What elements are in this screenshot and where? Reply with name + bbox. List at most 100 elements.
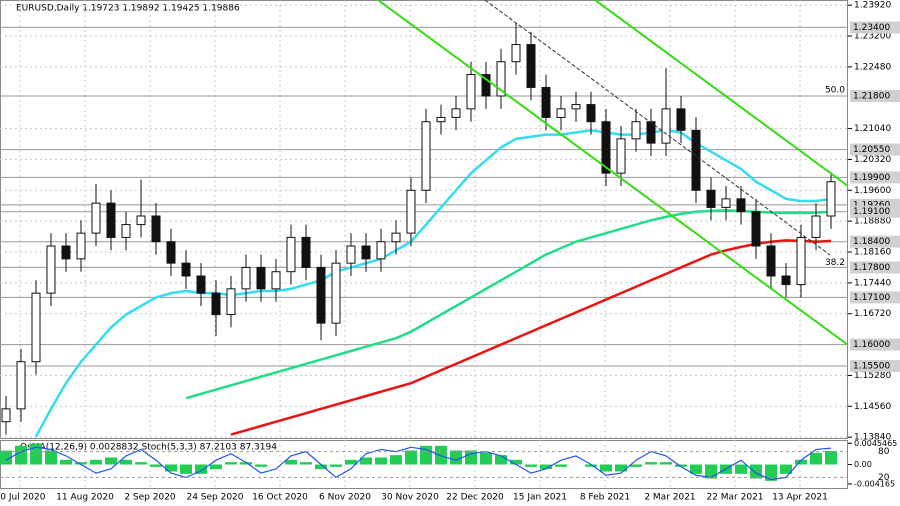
candle-body [121, 224, 131, 238]
osma-bar [780, 464, 792, 474]
osma-bar [645, 462, 657, 465]
moving-average [185, 209, 832, 400]
channel-mid [484, 0, 831, 256]
y-tick-label: 1.19600 [854, 186, 891, 196]
osma-bar [825, 450, 837, 465]
osma-bar [30, 443, 42, 465]
candle-body [331, 262, 341, 324]
x-tick-label: 13 Apr 2021 [772, 493, 828, 503]
osma-bar [750, 464, 762, 479]
osma-bar [525, 464, 537, 467]
osma-bar [435, 445, 447, 465]
candle-body [76, 232, 86, 260]
candle-body [241, 266, 251, 290]
candle-body [1, 408, 11, 423]
y-tick-label: 1.15280 [854, 371, 891, 381]
candle-body [571, 104, 581, 110]
x-tick-label: 16 Oct 2020 [252, 493, 308, 503]
osma-bar [735, 464, 747, 474]
level-label: 1.19900 [853, 173, 890, 183]
osma-bar [660, 462, 672, 465]
osma-bar [540, 464, 552, 470]
level-label: 1.15500 [853, 362, 890, 372]
osma-bar [105, 457, 117, 465]
osc-tick-label: -0.004165 [854, 479, 895, 488]
x-tick-label: 11 Aug 2020 [56, 493, 114, 503]
osc-tick-label: 0.00 [854, 460, 872, 469]
candle-body [751, 211, 761, 247]
y-tick-label: 1.18880 [854, 217, 891, 227]
osma-bar [690, 464, 702, 474]
osma-bar [300, 462, 312, 465]
y-tick-label: 1.16720 [854, 309, 891, 319]
osma-bar [45, 450, 57, 465]
candle-body [271, 271, 281, 290]
candle-body [811, 215, 821, 238]
x-tick-label: 15 Jan 2021 [513, 493, 567, 503]
osma-bar [390, 455, 402, 465]
osma-bar [675, 464, 687, 467]
osma-bar [135, 462, 147, 465]
channel-lines [377, 0, 849, 346]
osma-bar [240, 462, 252, 465]
candle-body [721, 198, 731, 208]
level-box [850, 338, 900, 351]
osc-tick-label: 0.0045465 [854, 439, 897, 448]
candle-body [826, 181, 836, 217]
candle-body [631, 121, 641, 140]
candle-body [601, 121, 611, 174]
osma-bar [255, 464, 267, 467]
candle-body [706, 189, 716, 208]
y-tick-label: 1.23200 [854, 32, 891, 42]
candle-body [31, 292, 41, 363]
osma-bar [810, 452, 822, 465]
osma-bar [15, 445, 27, 465]
osma-bar [60, 459, 72, 465]
osma-bar [630, 464, 642, 467]
osma-bar [345, 459, 357, 465]
osma-bar [795, 459, 807, 465]
candle-body [796, 236, 806, 286]
osma-bar [285, 459, 297, 465]
candle-body [136, 215, 146, 226]
y-tick-label: 1.21040 [854, 124, 891, 134]
osma-bar [120, 459, 132, 465]
osma-bar [600, 464, 612, 472]
osma-bar [225, 462, 237, 465]
candle-body [646, 121, 656, 144]
candle-body [376, 241, 386, 260]
osma-bar [210, 464, 222, 470]
osma-bar [180, 464, 192, 474]
level-box [850, 360, 900, 372]
candle-body [346, 245, 356, 264]
candle-body [91, 202, 101, 234]
osma-bar [480, 452, 492, 465]
candle-body [676, 108, 686, 131]
osma-bar [765, 464, 777, 481]
candle-body [421, 121, 431, 191]
x-tick-label: 30 Nov 2020 [381, 493, 439, 503]
candle-body [196, 275, 206, 294]
candle-body [661, 108, 671, 144]
candle-body [166, 241, 176, 264]
chart-title: EURUSD,Daily 1.19723 1.19892 1.19425 1.1… [16, 4, 240, 14]
osma-bar [360, 457, 372, 465]
candle-body [181, 262, 191, 277]
x-tick-label: 20 Jul 2020 [0, 493, 46, 503]
osma-bar [330, 464, 342, 467]
osma-bar [510, 459, 522, 465]
level-box [850, 291, 900, 304]
osma-bar [615, 464, 627, 472]
candle-body [481, 74, 491, 97]
candle-body [286, 236, 296, 273]
level-box [850, 171, 900, 184]
fib-label: 38.2 [825, 258, 845, 268]
moving-average [230, 239, 832, 436]
candle-body [151, 215, 161, 243]
candle-body [316, 266, 326, 324]
y-tick-label: 1.22480 [854, 62, 891, 72]
osma-bar [315, 464, 327, 470]
candle-body [766, 245, 776, 277]
candle-body [616, 138, 626, 174]
osma-bar [450, 450, 462, 465]
